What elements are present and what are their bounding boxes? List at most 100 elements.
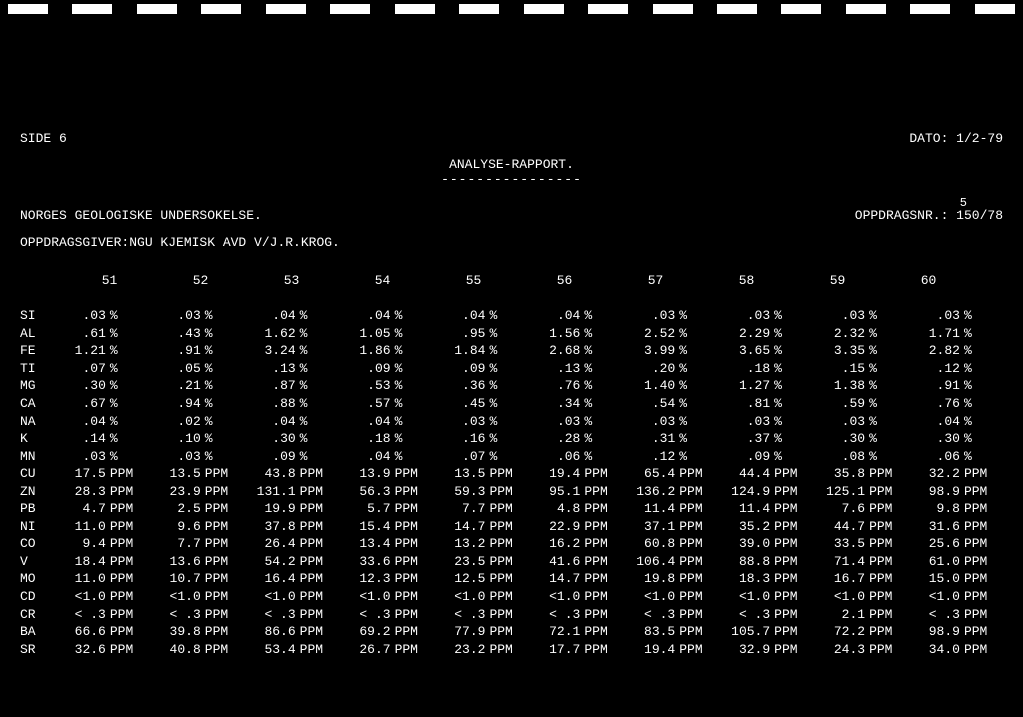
row-label: MN [20, 448, 54, 466]
cell-unit: % [865, 377, 908, 395]
cell-unit: % [485, 307, 528, 325]
cell-unit: PPM [201, 518, 244, 536]
cell-value: <1.0 [339, 588, 391, 606]
oppdragsnr: OPPDRAGSNR.: 150/78 [855, 207, 1003, 225]
row-label: NA [20, 413, 54, 431]
cell-unit: % [960, 395, 1003, 413]
cell-value: 72.2 [813, 623, 865, 641]
table-row: CR< .3PPM< .3PPM< .3PPM< .3PPM< .3PPM< .… [20, 606, 1003, 624]
cell-value: 131.1 [244, 483, 296, 501]
cell-value: .57 [339, 395, 391, 413]
cell-unit: PPM [770, 500, 813, 518]
cell-unit: % [865, 395, 908, 413]
row-label: TI [20, 360, 54, 378]
cell-value: .21 [149, 377, 201, 395]
cell-unit: % [296, 413, 339, 431]
cell-unit: % [580, 377, 623, 395]
cell-value: .12 [623, 448, 675, 466]
cell-unit: PPM [391, 641, 434, 659]
cell-value: <1.0 [908, 588, 960, 606]
cell-value: 16.2 [528, 535, 580, 553]
row-label: SR [20, 641, 54, 659]
cell-unit: PPM [675, 570, 718, 588]
cell-value: .04 [244, 307, 296, 325]
cell-unit: % [485, 325, 528, 343]
cell-unit: PPM [106, 518, 149, 536]
cell-unit: % [201, 413, 244, 431]
cell-value: 19.4 [623, 641, 675, 659]
cell-unit: PPM [201, 606, 244, 624]
cell-unit: % [770, 395, 813, 413]
cell-value: .16 [434, 430, 486, 448]
cell-unit: % [201, 360, 244, 378]
cell-value: 9.6 [149, 518, 201, 536]
table-row: TI.07%.05%.13%.09%.09%.13%.20%.18%.15%.1… [20, 360, 1003, 378]
row-label: NI [20, 518, 54, 536]
row-label: PB [20, 500, 54, 518]
cell-value: .06 [908, 448, 960, 466]
analysis-table: SI.03%.03%.04%.04%.04%.04%.03%.03%.03%.0… [20, 307, 1003, 658]
cell-value: 11.0 [54, 518, 106, 536]
cell-unit: PPM [865, 465, 908, 483]
cell-unit: PPM [391, 535, 434, 553]
cell-value: .06 [528, 448, 580, 466]
cell-value: 24.3 [813, 641, 865, 659]
cell-unit: PPM [106, 570, 149, 588]
cell-unit: % [391, 307, 434, 325]
cell-unit: % [106, 377, 149, 395]
cell-value: 53.4 [244, 641, 296, 659]
cell-unit: PPM [485, 570, 528, 588]
table-row: AL.61%.43%1.62%1.05%.95%1.56%2.52%2.29%2… [20, 325, 1003, 343]
cell-unit: % [296, 430, 339, 448]
cell-unit: % [675, 448, 718, 466]
cell-unit: PPM [485, 588, 528, 606]
table-row: CU17.5PPM13.5PPM43.8PPM13.9PPM13.5PPM19.… [20, 465, 1003, 483]
column-header: 55 [428, 272, 519, 290]
row-label: BA [20, 623, 54, 641]
cell-unit: PPM [865, 570, 908, 588]
cell-unit: PPM [201, 641, 244, 659]
cell-unit: PPM [201, 465, 244, 483]
cell-unit: PPM [485, 553, 528, 571]
cell-value: 35.2 [718, 518, 770, 536]
row-label: CA [20, 395, 54, 413]
cell-unit: PPM [391, 500, 434, 518]
cell-unit: PPM [201, 623, 244, 641]
cell-value: 44.7 [813, 518, 865, 536]
cell-unit: % [675, 325, 718, 343]
cell-unit: PPM [770, 606, 813, 624]
cell-unit: % [391, 430, 434, 448]
cell-unit: PPM [580, 553, 623, 571]
cell-value: .18 [718, 360, 770, 378]
cell-unit: PPM [960, 553, 1003, 571]
cell-value: 83.5 [623, 623, 675, 641]
cell-unit: % [580, 395, 623, 413]
cell-value: 31.6 [908, 518, 960, 536]
cell-value: .34 [528, 395, 580, 413]
cell-value: 28.3 [54, 483, 106, 501]
cell-value: .09 [718, 448, 770, 466]
cell-value: 3.65 [718, 342, 770, 360]
cell-value: < .3 [528, 606, 580, 624]
cell-unit: % [201, 448, 244, 466]
cell-unit: PPM [960, 588, 1003, 606]
cell-unit: PPM [770, 570, 813, 588]
cell-value: .76 [528, 377, 580, 395]
cell-value: < .3 [623, 606, 675, 624]
perforation-marker [330, 4, 370, 14]
cell-unit: % [580, 430, 623, 448]
cell-unit: PPM [865, 623, 908, 641]
cell-unit: PPM [201, 588, 244, 606]
cell-value: 39.0 [718, 535, 770, 553]
table-row: BA66.6PPM39.8PPM86.6PPM69.2PPM77.9PPM72.… [20, 623, 1003, 641]
cell-unit: PPM [485, 535, 528, 553]
cell-unit: % [675, 377, 718, 395]
cell-unit: % [770, 342, 813, 360]
cell-unit: % [106, 360, 149, 378]
title-underline: ---------------- [20, 171, 1003, 189]
cell-value: 1.84 [434, 342, 486, 360]
cell-value: 13.5 [149, 465, 201, 483]
cell-value: 95.1 [528, 483, 580, 501]
cell-value: 11.4 [718, 500, 770, 518]
cell-value: 59.3 [434, 483, 486, 501]
